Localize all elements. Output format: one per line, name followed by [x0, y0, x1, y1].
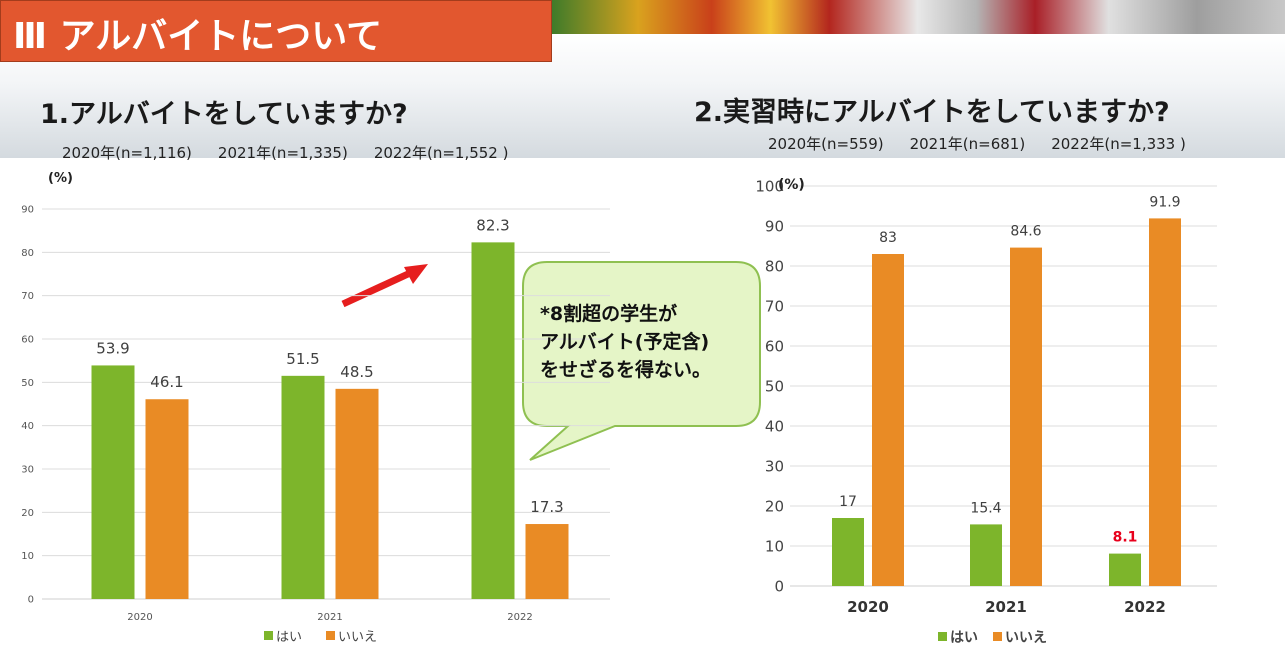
- c1-bar-2020-hai: [91, 365, 135, 599]
- c1-data-label-2022-hai: 82.3: [476, 216, 509, 234]
- c1-legend-label-iie: いいえ: [338, 630, 377, 645]
- callout-line-2: アルバイト(予定含): [540, 331, 710, 353]
- c2-bar-2022-hai: [1109, 553, 1141, 586]
- callout-bubble: [522, 261, 761, 461]
- c2-legend-swatch-hai: [938, 632, 947, 641]
- trend-arrow-shaft: [341, 270, 410, 308]
- c2-xtick-2022: 2022: [1124, 598, 1166, 616]
- c1-bar-2021-iie: [335, 388, 379, 599]
- c1-ytick-60: 60: [21, 335, 34, 346]
- q2-title: 2.実習時にアルバイトをしていますか?: [694, 97, 1170, 128]
- c1-xtick-2022: 2022: [507, 612, 532, 623]
- header-photo: [550, 0, 1285, 34]
- c2-bar-2021-hai: [970, 524, 1002, 586]
- c2-ytick-80: 80: [765, 257, 784, 275]
- section-title-box: Ⅲ アルバイトについて: [0, 0, 552, 62]
- c1-ytick-80: 80: [21, 248, 34, 259]
- c2-data-label-2021-iie: 84.6: [1010, 224, 1041, 240]
- c1-legend-swatch-hai: [264, 631, 273, 640]
- q1-n-2020: 2020年(n=1,116): [62, 144, 192, 162]
- c2-ylabel: (%): [778, 177, 805, 193]
- c2-xtick-2021: 2021: [985, 598, 1027, 616]
- c1-ytick-0: 0: [28, 595, 34, 606]
- c1-ytick-50: 50: [21, 378, 34, 389]
- c2-ytick-90: 90: [765, 217, 784, 235]
- c2-bar-2022-iie: [1149, 218, 1181, 586]
- c1-legend-label-hai: はい: [276, 630, 302, 645]
- c1-ytick-20: 20: [21, 508, 34, 519]
- c1-ytick-30: 30: [21, 465, 34, 476]
- trend-arrow-head: [404, 264, 428, 284]
- c2-data-label-2020-iie: 83: [879, 230, 897, 246]
- c2-legend-label-hai: はい: [950, 630, 978, 646]
- c1-xtick-2021: 2021: [317, 612, 342, 623]
- q2-n-2021: 2021年(n=681): [909, 135, 1026, 153]
- callout-line-1: *8割超の学生が: [540, 303, 678, 325]
- c2-ytick-0: 0: [774, 577, 784, 595]
- c2-ytick-40: 40: [765, 417, 784, 435]
- q2-n-2022: 2022年(n=1,333 ): [1051, 135, 1186, 153]
- c1-bar-2020-iie: [145, 399, 189, 599]
- c2-ytick-100: 100: [755, 177, 784, 195]
- c1-ylabel: (%): [48, 171, 73, 186]
- c1-xtick-2020: 2020: [127, 612, 152, 623]
- c1-data-label-2020-hai: 53.9: [96, 339, 129, 357]
- c2-data-label-2022-hai: 8.1: [1113, 530, 1138, 546]
- callout-line-3: をせざるを得ない。: [540, 359, 712, 381]
- c2-ytick-20: 20: [765, 497, 784, 515]
- c2-ytick-10: 10: [765, 537, 784, 555]
- c1-ytick-10: 10: [21, 551, 34, 562]
- c2-data-label-2022-iie: 91.9: [1149, 194, 1180, 210]
- c2-xtick-2020: 2020: [847, 598, 889, 616]
- callout-text: *8割超の学生が アルバイト(予定含) をせざるを得ない。: [540, 300, 750, 384]
- c1-data-label-2021-hai: 51.5: [286, 350, 319, 368]
- c2-bar-2020-iie: [872, 254, 904, 586]
- q2-n-2020: 2020年(n=559): [768, 135, 884, 153]
- c1-bar-2021-hai: [281, 375, 325, 599]
- q2-sample-sizes: 2020年(n=559) 2021年(n=681) 2022年(n=1,333 ): [768, 133, 1212, 154]
- c1-bar-2022-hai: [471, 242, 515, 599]
- q1-n-2022: 2022年(n=1,552 ): [373, 144, 509, 162]
- q1-n-2021: 2021年(n=1,335): [217, 144, 348, 162]
- c2-data-label-2020-hai: 17: [839, 494, 857, 510]
- q1-title: 1.アルバイトをしていますか?: [40, 99, 408, 130]
- q1-sample-sizes: 2020年(n=1,116) 2021年(n=1,335) 2022年(n=1,55…: [62, 142, 534, 163]
- c1-legend-swatch-iie: [326, 631, 335, 640]
- c2-ytick-30: 30: [765, 457, 784, 475]
- c1-bar-2022-iie: [525, 524, 569, 599]
- c1-data-label-2020-iie: 46.1: [150, 373, 183, 391]
- c2-legend-swatch-iie: [993, 632, 1002, 641]
- c1-ytick-70: 70: [21, 291, 34, 302]
- c2-bar-2021-iie: [1010, 247, 1042, 586]
- c2-ytick-50: 50: [765, 377, 784, 395]
- c1-data-label-2022-iie: 17.3: [530, 498, 563, 516]
- c2-data-label-2021-hai: 15.4: [970, 500, 1001, 516]
- c2-ytick-70: 70: [765, 297, 784, 315]
- c1-ytick-40: 40: [21, 421, 34, 432]
- section-title: Ⅲ アルバイトについて: [13, 16, 383, 57]
- c2-ytick-60: 60: [765, 337, 784, 355]
- c2-legend-label-iie: いいえ: [1005, 630, 1047, 646]
- c1-data-label-2021-iie: 48.5: [340, 363, 373, 381]
- c1-ytick-90: 90: [21, 205, 34, 216]
- c2-bar-2020-hai: [832, 518, 864, 586]
